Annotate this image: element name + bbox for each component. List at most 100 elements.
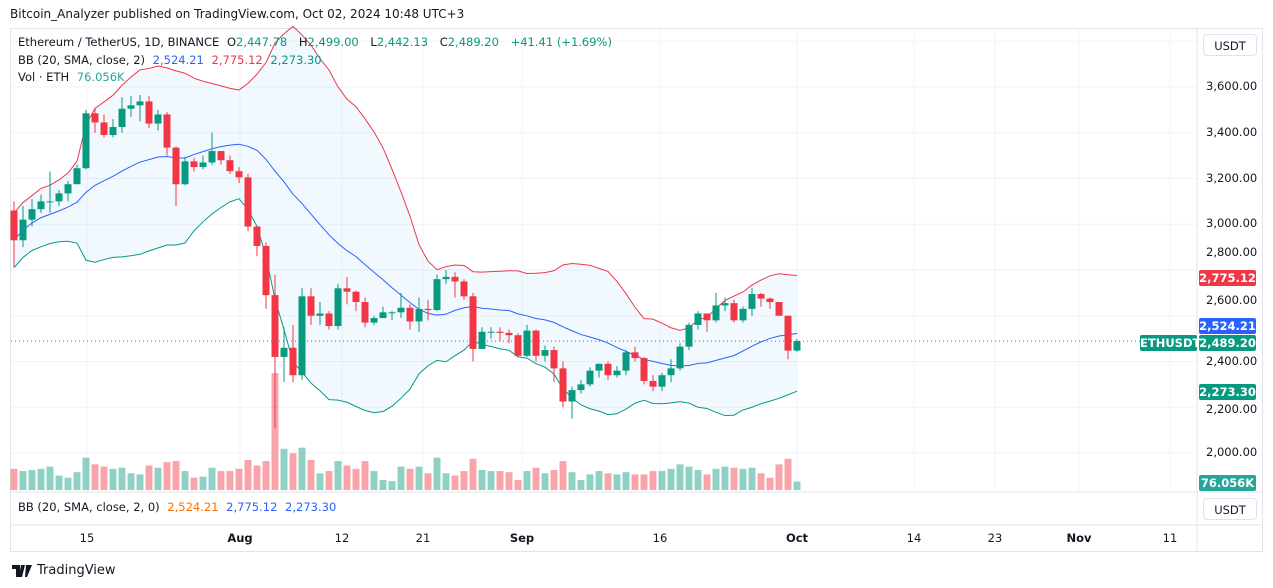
volume-bar bbox=[217, 471, 225, 490]
candle-body bbox=[469, 296, 477, 349]
volume-bar bbox=[469, 458, 477, 490]
candle-body bbox=[235, 171, 243, 178]
candle-body bbox=[550, 350, 558, 369]
candle-body bbox=[622, 352, 630, 371]
candle-body bbox=[19, 219, 27, 241]
time-tick-label: 21 bbox=[415, 531, 431, 545]
candle-body bbox=[676, 346, 684, 369]
bb-lower-line bbox=[13, 198, 798, 417]
volume-bar bbox=[118, 467, 126, 490]
candle-body bbox=[280, 347, 288, 357]
candle-body bbox=[100, 122, 108, 136]
candle-body bbox=[451, 276, 459, 282]
candle-body bbox=[595, 363, 603, 371]
volume-bar bbox=[595, 471, 603, 490]
volume-bar bbox=[127, 473, 135, 490]
volume-bar bbox=[109, 468, 117, 490]
candle-body bbox=[397, 307, 405, 313]
volume-bar bbox=[397, 466, 405, 490]
candle-body bbox=[793, 341, 801, 351]
time-tick-label: 16 bbox=[652, 531, 668, 545]
volume-bar bbox=[244, 459, 252, 490]
volume-bar bbox=[568, 472, 576, 490]
volume-bar bbox=[766, 477, 774, 490]
candle-body bbox=[586, 370, 594, 385]
candle-body bbox=[505, 332, 513, 336]
volume-bar bbox=[541, 473, 549, 490]
chart-frame bbox=[10, 28, 1263, 552]
candle-body bbox=[712, 305, 720, 321]
lower-bb-basis: 2,524.21 bbox=[167, 500, 219, 514]
volume-bar bbox=[289, 453, 297, 490]
symbol-name[interactable]: Ethereum / TetherUS, 1D, BINANCE bbox=[18, 35, 220, 49]
volume-bar bbox=[622, 472, 630, 490]
candle-body bbox=[487, 331, 495, 333]
candle-body bbox=[631, 352, 639, 359]
volume-bar bbox=[199, 476, 207, 490]
lower-bb-label[interactable]: BB (20, SMA, close, 2, 0) bbox=[18, 500, 160, 514]
volume-bar bbox=[352, 468, 360, 490]
volume-bar bbox=[271, 373, 279, 490]
volume-label[interactable]: Vol · ETH bbox=[18, 70, 70, 84]
volume-bar bbox=[676, 464, 684, 490]
bb-basis-line bbox=[13, 143, 798, 367]
price-tick-label: 2,600.00 bbox=[1206, 292, 1258, 307]
time-tick-label: Aug bbox=[227, 531, 253, 545]
candle-body bbox=[352, 291, 360, 303]
volume-bar bbox=[478, 469, 486, 490]
lower-pane-legend: BB (20, SMA, close, 2, 0) 2,524.21 2,775… bbox=[18, 500, 340, 514]
volume-value: 76.056K bbox=[76, 70, 125, 84]
volume-bar bbox=[793, 481, 801, 490]
volume-bar bbox=[433, 457, 441, 490]
candle-body bbox=[163, 114, 171, 148]
candle-body bbox=[784, 315, 792, 351]
volume-bar bbox=[640, 474, 648, 490]
volume-bar bbox=[703, 474, 711, 490]
bb-lower-value: 2,273.30 bbox=[270, 53, 322, 67]
volume-bar bbox=[361, 461, 369, 490]
volume-bar bbox=[82, 457, 90, 490]
candle-body bbox=[199, 162, 207, 168]
close-value: 2,489.20 bbox=[447, 35, 499, 49]
candle-body bbox=[172, 147, 180, 185]
bb-label[interactable]: BB (20, SMA, close, 2) bbox=[18, 53, 145, 67]
time-tick-label: Sep bbox=[509, 531, 535, 545]
bb-lower-tag: 2,273.30 bbox=[1199, 384, 1256, 400]
volume-bar bbox=[64, 477, 72, 490]
footer-brand: TradingView bbox=[12, 563, 116, 578]
candle-body bbox=[37, 201, 45, 210]
volume-bar bbox=[163, 462, 171, 490]
volume-bar bbox=[784, 458, 792, 490]
candle-body bbox=[730, 303, 738, 321]
candle-body bbox=[181, 161, 189, 185]
price-tick-label: 3,200.00 bbox=[1206, 170, 1258, 185]
candle-body bbox=[208, 151, 216, 163]
volume-bar bbox=[334, 461, 342, 490]
candle-body bbox=[577, 384, 585, 391]
price-unit-button[interactable]: USDT bbox=[1203, 34, 1257, 56]
bb-basis-tag: 2,524.21 bbox=[1199, 318, 1256, 334]
price-tick-label: 2,400.00 bbox=[1206, 353, 1258, 368]
volume-bar bbox=[298, 447, 306, 490]
volume-bar bbox=[487, 471, 495, 490]
candle-body bbox=[433, 279, 441, 311]
lower-pane-unit-button[interactable]: USDT bbox=[1203, 498, 1257, 520]
volume-bar bbox=[343, 465, 351, 490]
volume-bar bbox=[496, 471, 504, 490]
candle-body bbox=[271, 295, 279, 357]
time-tick-label: 14 bbox=[906, 531, 922, 545]
candle-body bbox=[55, 193, 63, 202]
candle-body bbox=[514, 335, 522, 356]
candle-body bbox=[415, 308, 423, 322]
low-label: L bbox=[370, 35, 377, 49]
candle-body bbox=[361, 302, 369, 323]
candle-body bbox=[532, 330, 540, 356]
candle-body bbox=[244, 177, 252, 227]
candle-body bbox=[127, 105, 135, 109]
candle-body bbox=[334, 288, 342, 327]
volume-bar bbox=[748, 467, 756, 490]
volume-bar bbox=[145, 465, 153, 490]
volume-bar bbox=[73, 472, 81, 490]
candle-body bbox=[226, 160, 234, 172]
